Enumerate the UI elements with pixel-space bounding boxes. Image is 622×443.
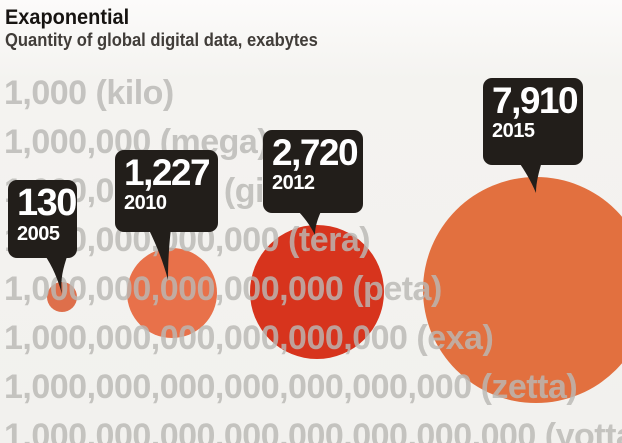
callout-year-2012: 2012: [272, 172, 315, 195]
scale-line-kilo: 1,000 (kilo): [4, 74, 174, 112]
callout-value-2012: 2,720: [272, 132, 359, 173]
callout-2005: 130 2005: [8, 180, 77, 258]
page-subtitle: Quantity of global digital data, exabyte…: [5, 30, 318, 50]
callout-value-2015: 7,910: [492, 80, 579, 121]
bubble-2012: [250, 225, 384, 359]
callout-year-2010: 2010: [124, 192, 167, 215]
callout-tail-2005: [44, 254, 70, 294]
scale-line-exa: 1,000,000,000,000,000,000 (exa): [4, 319, 494, 357]
callout-tail-2010: [148, 228, 174, 280]
callout-tail-2015: [518, 161, 544, 193]
callout-value-2010: 1,227: [124, 152, 211, 193]
scale-line-yotta: 1,000,000,000,000,000,000,000,000 (yotta…: [4, 417, 622, 443]
callout-year-2005: 2005: [17, 223, 60, 246]
callout-2015: 7,910 2015: [483, 78, 583, 165]
page-title: Exaponential: [5, 6, 130, 29]
callout-value-2005: 130: [17, 182, 77, 224]
bubble-2010: [127, 248, 217, 338]
callout-2012: 2,720 2012: [263, 130, 363, 213]
bubble-2005: [47, 282, 77, 312]
bubble-2015: [423, 177, 622, 403]
callout-year-2015: 2015: [492, 120, 535, 143]
callout-2010: 1,227 2010: [115, 150, 218, 232]
callout-tail-2012: [296, 209, 324, 235]
